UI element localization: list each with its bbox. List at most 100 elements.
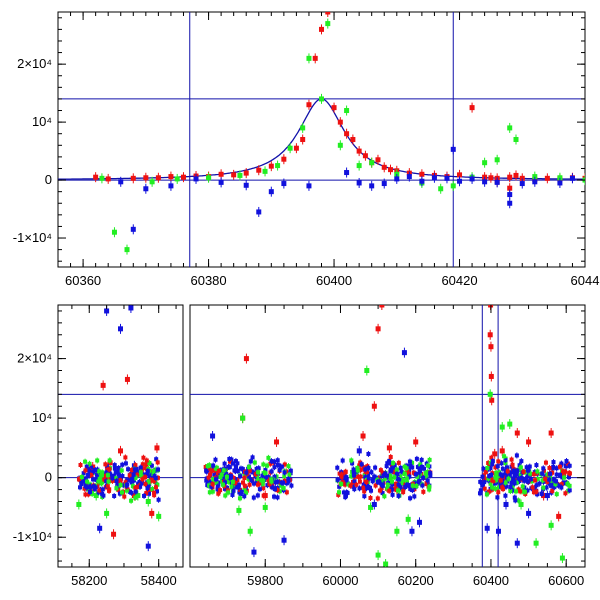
bottom-point-blue-13: [416, 517, 422, 528]
bottom-panel-frame-left: [57, 304, 184, 568]
top-point-green-25: [507, 122, 513, 133]
bottom-point-green-16: [487, 389, 493, 400]
top-point-green-13: [325, 18, 331, 29]
top-x-tick-label: 60420: [441, 273, 477, 288]
bottom-noise-point: [562, 474, 567, 481]
bottom-noise-point: [155, 474, 160, 481]
top-x-tick-label: 60400: [316, 273, 352, 288]
bottom-noise-point: [389, 486, 394, 493]
bottom-noise-point: [282, 469, 287, 476]
bottom-noise-point: [86, 471, 91, 478]
bottom-noise-point: [83, 458, 88, 465]
bottom-noise-point: [335, 464, 340, 471]
top-point-green-17: [369, 157, 375, 168]
bottom-noise-point: [211, 476, 216, 483]
bottom-noise-point: [539, 490, 544, 497]
bottom-noise-point: [412, 493, 417, 500]
bottom-noise-point: [223, 492, 228, 499]
top-point-red-16: [300, 134, 306, 145]
bottom-noise-point: [490, 458, 495, 465]
bottom-noise-point: [392, 468, 397, 475]
bottom-noise-point: [233, 479, 238, 486]
bottom-noise-point: [384, 463, 389, 470]
bottom-noise-point: [129, 466, 134, 473]
bottom-noise-point: [220, 481, 225, 488]
bottom-noise-point: [398, 484, 403, 491]
bottom-noise-point: [134, 484, 139, 491]
bottom-noise-point: [107, 457, 112, 464]
bottom-noise-point: [366, 475, 371, 482]
bottom-noise-point: [364, 479, 369, 486]
top-point-blue-10: [306, 180, 312, 191]
bottom-noise-point: [383, 471, 388, 478]
bottom-noise-point: [207, 489, 212, 496]
top-point-red-45: [544, 173, 550, 184]
bottom-noise-point: [528, 470, 533, 477]
bottom-noise-point: [543, 459, 548, 466]
bottom-point-green-18: [507, 419, 513, 430]
bottom-noise-point: [231, 487, 236, 494]
bottom-noise-point: [335, 476, 340, 483]
bottom-noise-point: [366, 450, 371, 457]
bottom-noise-point: [85, 478, 90, 485]
bottom-noise-point: [567, 470, 572, 477]
bottom-noise-point: [121, 482, 126, 489]
bottom-noise-point: [356, 473, 361, 480]
bottom-point-blue-3: [128, 305, 134, 313]
bottom-noise-point: [149, 477, 154, 484]
top-point-blue-6: [243, 180, 249, 191]
bottom-noise-point: [270, 484, 275, 491]
bottom-point-green-3: [135, 490, 141, 501]
bottom-noise-point: [519, 458, 524, 465]
top-point-green-5: [206, 172, 212, 183]
bottom-noise-point: [496, 458, 501, 465]
top-point-red-37: [469, 102, 475, 113]
bottom-noise-point: [213, 465, 218, 472]
top-point-blue-9: [281, 178, 287, 189]
bottom-noise-point: [500, 465, 505, 472]
bottom-noise-point: [500, 484, 505, 491]
bottom-noise-point: [401, 477, 406, 484]
bottom-noise-point: [510, 461, 515, 468]
bottom-noise-point: [543, 475, 548, 482]
bottom-noise-point: [146, 478, 151, 485]
bottom-noise-point: [261, 461, 266, 468]
bottom-noise-point: [265, 482, 270, 489]
bottom-point-red-28: [499, 445, 505, 456]
bottom-noise-point: [230, 460, 235, 467]
top-point-blue-27: [519, 178, 525, 189]
bottom-noise-point: [516, 497, 521, 504]
bottom-noise-point: [269, 458, 274, 465]
top-point-blue-18: [431, 172, 437, 183]
bottom-noise-point: [559, 484, 564, 491]
bottom-noise-point: [349, 473, 354, 480]
bottom-noise-point: [259, 477, 264, 484]
bottom-noise-point: [224, 473, 229, 480]
bottom-noise-point: [240, 466, 245, 473]
bottom-noise-point: [547, 464, 552, 471]
bottom-noise-point: [129, 497, 134, 504]
bottom-noise-point: [339, 471, 344, 478]
top-point-green-0: [99, 173, 105, 184]
bottom-noise-point: [564, 458, 569, 465]
bottom-point-blue-9: [356, 445, 362, 456]
bottom-noise-point: [477, 490, 482, 497]
top-point-red-4: [155, 172, 161, 183]
bottom-noise-point: [408, 485, 413, 492]
bottom-noise-point: [389, 467, 394, 474]
bottom-noise-point: [143, 474, 148, 481]
bottom-noise-point: [343, 494, 348, 501]
bottom-noise-point: [213, 456, 218, 463]
bottom-noise-point: [493, 464, 498, 471]
bottom-noise-point: [145, 485, 150, 492]
bottom-noise-point: [421, 488, 426, 495]
bottom-noise-point: [420, 463, 425, 470]
top-point-blue-19: [444, 173, 450, 184]
bottom-noise-point: [261, 477, 266, 484]
top-point-red-18: [312, 53, 318, 64]
top-point-red-24: [350, 134, 356, 145]
top-point-green-1: [111, 227, 117, 238]
bottom-noise-point: [402, 470, 407, 477]
bottom-noise-point: [118, 482, 123, 489]
bottom-noise-point: [93, 484, 98, 491]
